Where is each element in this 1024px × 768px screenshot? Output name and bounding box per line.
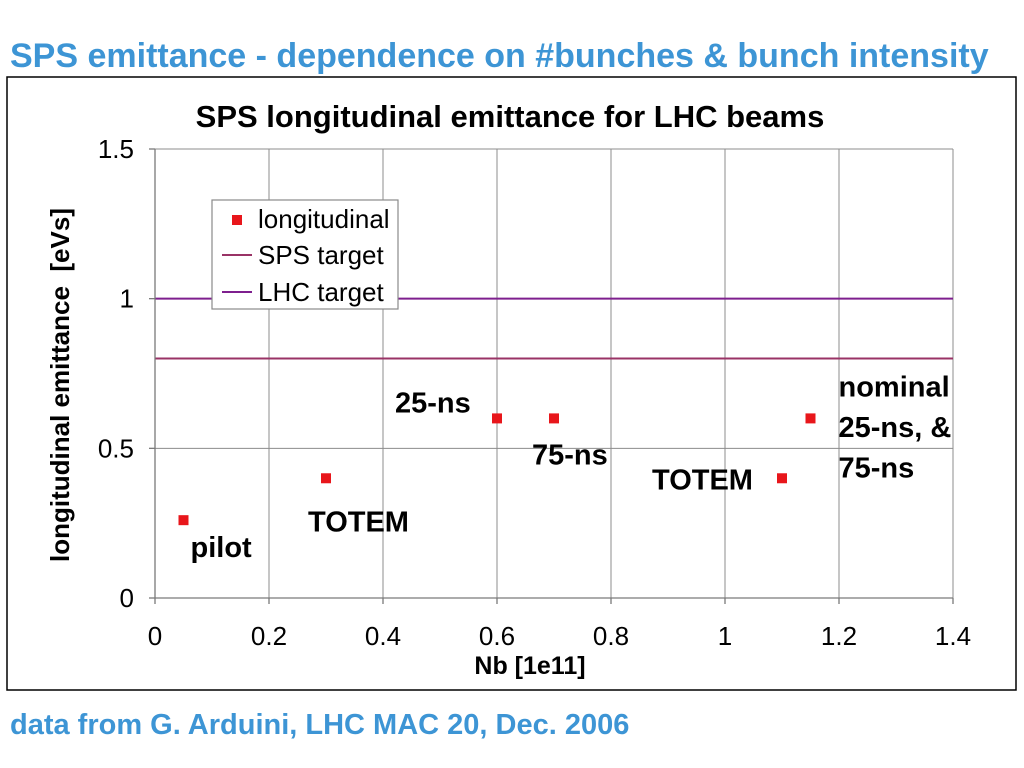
x-axis-label: Nb [1e11] (474, 652, 585, 680)
data-label: 75-ns (532, 439, 608, 471)
legend-label-lhc-target: LHC target (258, 277, 384, 307)
tick-labels: 0 0.2 0.4 0.6 0.8 1 1.2 1.4 0 0.5 1 1.5 (98, 134, 971, 651)
data-label: 75-ns (839, 452, 915, 484)
y-tick-label: 0.5 (98, 433, 134, 463)
x-tick-label: 0.8 (593, 621, 629, 651)
x-tick-label: 0.2 (251, 621, 287, 651)
legend-label-longitudinal: longitudinal (258, 204, 390, 234)
data-point (777, 473, 787, 484)
data-point (549, 413, 559, 424)
x-tick-label: 0 (148, 621, 162, 651)
data-point (492, 413, 502, 424)
chart-frame (6, 76, 1017, 691)
data-point (321, 473, 331, 484)
x-tick-label: 0.6 (479, 621, 515, 651)
legend-marker-longitudinal (232, 215, 242, 225)
slide-footer-source: data from G. Arduini, LHC MAC 20, Dec. 2… (10, 709, 630, 741)
data-points (178, 413, 816, 526)
y-axis-label: longitudinal emittance [eVs] (45, 208, 75, 562)
x-tick-label: 1.2 (821, 621, 857, 651)
data-label: nominal (839, 371, 950, 403)
legend-label-sps-target: SPS target (258, 240, 385, 270)
x-tick-label: 0.4 (365, 621, 401, 651)
y-tick-label: 1 (120, 284, 134, 314)
chart-axes (154, 149, 953, 599)
data-label: TOTEM (652, 464, 753, 496)
data-point (178, 515, 189, 526)
slide-title: SPS emittance - dependence on #bunches &… (10, 37, 989, 75)
tick-marks (149, 148, 954, 604)
data-point (805, 413, 816, 424)
data-labels: pilot TOTEM 25-ns 75-ns TOTEM nominal 25-ns, &… (191, 371, 952, 564)
data-label: pilot (191, 532, 253, 564)
x-tick-label: 1.4 (935, 621, 971, 651)
data-label: 25-ns, & (839, 412, 952, 444)
data-label: 25-ns (395, 387, 471, 419)
y-tick-label: 0 (120, 583, 134, 613)
y-tick-label: 1.5 (98, 134, 134, 164)
chart-title: SPS longitudinal emittance for LHC beams (196, 99, 825, 134)
legend: longitudinal SPS target LHC target (211, 199, 399, 310)
data-label: TOTEM (308, 506, 409, 538)
x-tick-label: 1 (718, 621, 732, 651)
